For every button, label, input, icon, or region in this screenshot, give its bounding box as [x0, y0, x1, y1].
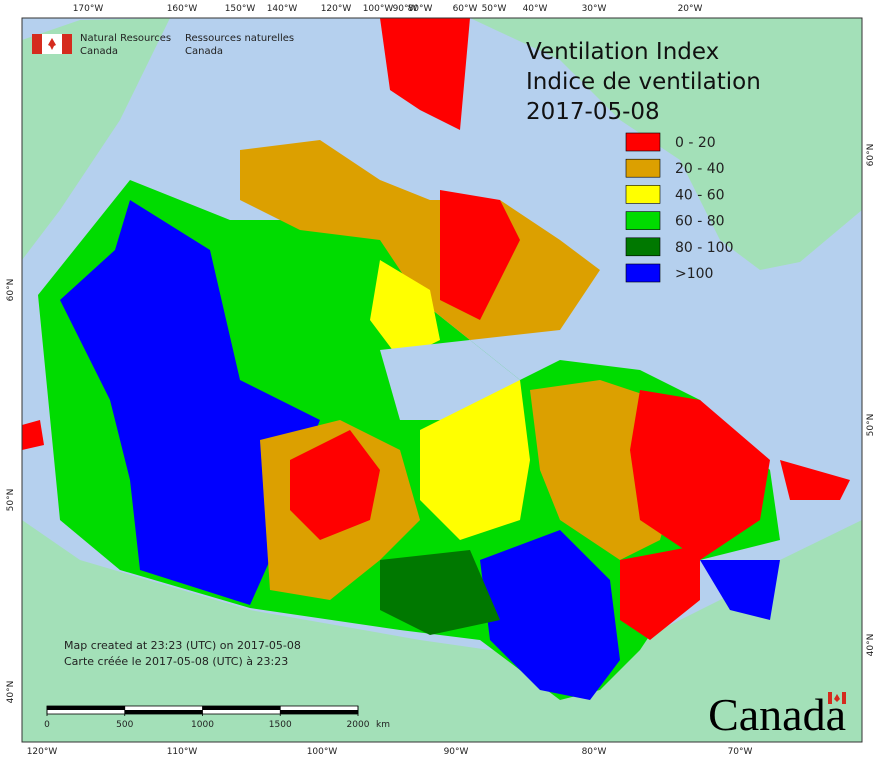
longitude-label: 20°W: [678, 4, 703, 14]
map-area: [22, 18, 862, 742]
zone-over-100: [700, 560, 780, 620]
longitude-label: 110°W: [167, 747, 198, 757]
flag-bar: [828, 692, 832, 704]
legend-swatch: [625, 185, 661, 204]
wordmark: Canada: [708, 689, 846, 740]
scale-bar-segment: [202, 706, 281, 710]
latitude-label: 60°N: [866, 144, 876, 167]
longitude-label: 40°W: [523, 4, 548, 14]
legend-label: 20 - 40: [675, 161, 725, 177]
scale-bar-segment: [47, 706, 125, 710]
longitude-label: 100°W: [307, 747, 338, 757]
latitude-label: 60°N: [6, 279, 16, 302]
longitude-label: 120°W: [321, 4, 352, 14]
zone-0-20: [290, 430, 380, 540]
alaska: [22, 18, 170, 260]
legend-swatch: [625, 237, 661, 257]
zone-0-20: [380, 18, 470, 130]
agency-fr: Ressources naturelles: [185, 33, 294, 44]
legend-swatch: [625, 132, 661, 152]
zone-40-60: [420, 380, 530, 540]
date: 2017-05-08: [526, 99, 660, 125]
longitude-label: 90°W: [393, 4, 418, 14]
legend-label: 0 - 20: [675, 135, 716, 151]
flag-bar: [32, 34, 42, 54]
longitude-label: 160°W: [167, 4, 198, 14]
longitude-label: 30°W: [582, 4, 607, 14]
zone-40-60: [370, 260, 440, 360]
longitude-label: 50°W: [482, 4, 507, 14]
longitude-label: 90°W: [444, 747, 469, 757]
maple-leaf: [48, 38, 56, 50]
longitude-label: 170°W: [73, 4, 104, 14]
legend-label: 80 - 100: [675, 240, 734, 256]
zone-80-100: [380, 550, 500, 635]
scale-label: 2000: [347, 720, 370, 730]
zone-0-20: [630, 390, 770, 560]
flag-bar: [842, 692, 846, 704]
legend-label: 40 - 60: [675, 187, 725, 203]
longitude-label: 120°W: [27, 747, 58, 757]
scale-bar-segment: [280, 710, 358, 714]
wordmark-flag: [828, 692, 846, 704]
legend-swatch: [625, 211, 661, 230]
flag: [32, 34, 72, 54]
longitude-label: 70°W: [728, 747, 753, 757]
longitude-label: 150°W: [225, 4, 256, 14]
zone-0-20: [22, 420, 44, 450]
zone-over-100: [60, 200, 320, 605]
zone-over-100: [480, 530, 620, 700]
united-states: [22, 520, 862, 742]
latitude-label: 40°N: [6, 681, 16, 704]
agency-en: Natural Resources: [80, 33, 171, 44]
scale-unit: km: [376, 720, 390, 730]
scale-label: 1000: [191, 720, 214, 730]
title: Ventilation Index: [526, 39, 719, 65]
map-frame: [21, 17, 863, 743]
latitude-label: 40°N: [866, 634, 876, 657]
zone-0-20: [440, 190, 520, 320]
legend-swatch: [625, 263, 661, 283]
zone-20-40: [240, 140, 600, 340]
longitude-label: 60°W: [453, 4, 478, 14]
legend-swatch: [625, 158, 661, 178]
greenland: [470, 18, 862, 270]
legend-label: >100: [675, 266, 713, 282]
scale-bar: 0 500 1000 1500 2000 km: [44, 705, 390, 730]
agency-country-fr: Canada: [185, 46, 223, 57]
legend: 0 - 20 20 - 40 40 - 60 60 - 80 80 - 100 >100: [625, 132, 734, 283]
longitude-label: 80°W: [408, 4, 433, 14]
zone-0-20: [620, 545, 700, 640]
zone-0-20: [780, 460, 850, 500]
scale-bar-segment: [124, 710, 203, 714]
longitude-label: 140°W: [267, 4, 298, 14]
subtitle: Indice de ventilation: [526, 69, 761, 95]
latitude-label: 50°N: [6, 489, 16, 512]
scale-label: 0: [44, 720, 50, 730]
flag-bar: [62, 34, 72, 54]
longitude-label: 80°W: [582, 747, 607, 757]
latitude-label: 50°N: [866, 414, 876, 437]
scale-label: 500: [116, 720, 133, 730]
agency-country-en: Canada: [80, 46, 118, 57]
scale-label: 1500: [269, 720, 292, 730]
note: Map created at 23:23 (UTC) on 2017-05-08: [64, 639, 301, 652]
longitude-label: 100°W: [363, 4, 394, 14]
maple-leaf: [834, 694, 840, 702]
note: Carte créée le 2017-05-08 (UTC) à 23:23: [64, 655, 288, 668]
legend-label: 60 - 80: [675, 214, 725, 230]
